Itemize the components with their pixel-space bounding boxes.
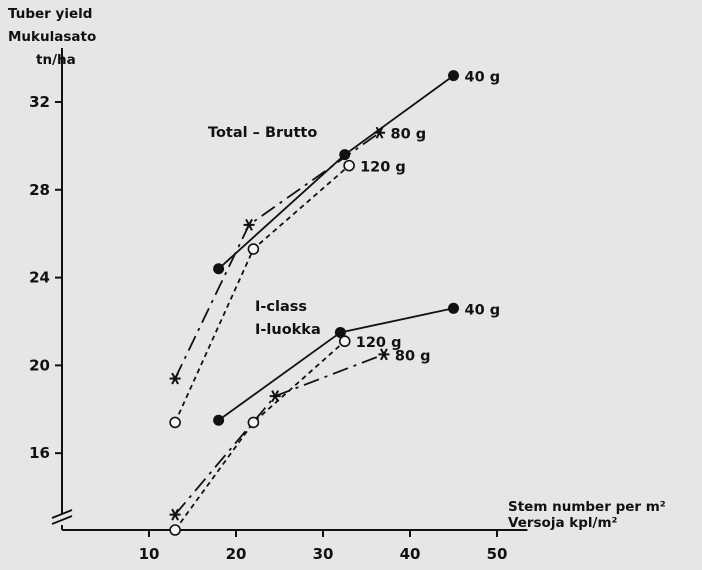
series-total-brutto-120-g-point [247,243,260,255]
series-i-class-i-luokka-80-g-label: 80 g [395,348,431,364]
series-i-class-i-luokka-40-g-point [213,414,225,426]
y-axis-break-mark [51,515,73,525]
series-total-brutto-120-g-label: 120 g [360,160,406,176]
series-i-class-i-luokka-80-g-line [174,353,385,516]
series-total-brutto-80-g: 80 g [169,126,427,385]
series-i-class-i-luokka-120-g: 120 g [169,335,402,536]
series-i-class-i-luokka-120-g-label: 120 g [356,335,402,351]
y-tick-label-24: 24 [29,269,50,287]
series-total-brutto-120-g: 120 g [169,159,406,429]
series-i-class-i-luokka-40-g-label: 40 g [465,302,501,318]
series-i-class-i-luokka-80-g-point [269,390,281,403]
y-tick-label-32: 32 [29,93,50,111]
x-axis-title: Stem number per m² Versoja kpl/m² [508,499,666,531]
series-i-class-i-luokka-80-g-point-stroke [271,390,280,403]
series-i-class-i-luokka-80-g-point-stroke [171,508,180,521]
series-total-brutto-80-g-label: 80 g [391,127,427,143]
y-axis-title-line-2: Mukulasato [8,29,96,45]
x-tick-label-50: 50 [487,545,508,563]
series-total-brutto-40-g: 40 g [213,70,501,275]
series-total-brutto-80-g-point-stroke [171,372,180,385]
series-i-class-i-luokka-120-g-point [247,416,260,429]
y-tick-label-20: 20 [29,356,50,374]
series-i-class-i-luokka-40-g: 40 g [213,302,501,426]
axes: 10 20 30 40 50 16 20 24 28 32 [29,48,528,563]
x-tick-label-30: 30 [313,545,334,563]
series-i-class-i-luokka-80-g: 80 g [169,348,431,521]
y-axis-break-mark [51,509,73,519]
series-i-class-i-luokka-120-g-point [338,335,351,348]
y-axis-title: Tuber yield Mukulasato tn/ha [8,6,96,68]
series-total-brutto-40-g-line [217,74,455,270]
annotation-total-brutto: Total – Brutto [208,125,317,141]
x-tick-label-20: 20 [226,545,247,563]
annotation-i-luokka: I-luokka [255,322,321,338]
series-total-brutto-40-g-label: 40 g [465,70,501,86]
x-axis-title-line-2: Versoja kpl/m² [508,515,618,531]
x-axis-title-line-1: Stem number per m² [508,499,666,515]
series-total-brutto-120-g-point [169,416,181,429]
x-tick-label-10: 10 [139,545,160,563]
series-i-class-i-luokka-80-g-point [169,508,181,521]
series-total-brutto-80-g-point [374,126,386,139]
series-i-class-i-luokka-80-g-point [378,348,390,361]
series-total-brutto-120-g-line [174,164,350,423]
annotation-i-class: I-class [255,299,307,315]
series-i-class-i-luokka-120-g-line [174,340,346,531]
y-axis-title-line-3: tn/ha [36,52,76,68]
series-i-class-i-luokka-80-g-point-stroke [379,348,388,361]
series-total-brutto-80-g-point-stroke [245,218,253,231]
series-total-brutto-80-g-point-stroke [375,126,384,139]
y-axis-title-line-1: Tuber yield [8,6,92,22]
x-tick-label-40: 40 [400,545,421,563]
series-i-class-i-luokka-40-g-point [448,302,459,314]
y-tick-label-16: 16 [29,444,50,462]
series-i-class-i-luokka-120-g-point [169,524,181,536]
series-total-brutto-80-g-point [169,372,181,385]
y-axis-break [51,509,73,525]
series-total-brutto-40-g-point [213,263,225,275]
annotations: Total – Brutto I-class I-luokka [208,125,321,338]
series-total-brutto-40-g-point [448,70,459,82]
series-total-brutto-80-g-point [243,218,255,231]
y-tick-label-28: 28 [29,181,50,199]
series-total-brutto-120-g-point [343,159,355,172]
